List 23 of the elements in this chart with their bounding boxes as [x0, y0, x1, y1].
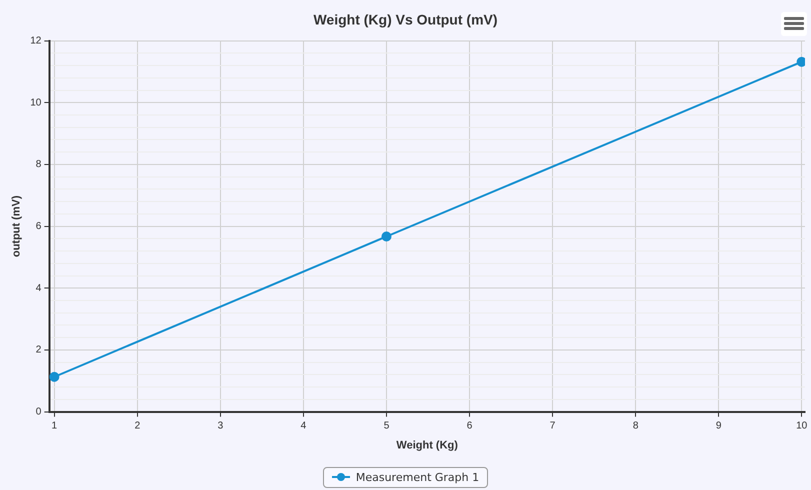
- x-tick-label: 8: [632, 420, 639, 432]
- x-tick-label: 7: [550, 420, 556, 432]
- x-tick-label: 1: [52, 420, 58, 432]
- y-tick-label: 8: [36, 159, 42, 170]
- y-axis-title: output (mV): [10, 195, 23, 258]
- y-tick-label: 0: [36, 406, 42, 418]
- x-tick-label: 2: [134, 420, 141, 432]
- x-tick-label: 3: [218, 420, 224, 432]
- x-tick-label: 10: [796, 420, 808, 432]
- x-axis-title: Weight (Kg): [396, 439, 458, 452]
- y-tick-label: 6: [36, 221, 42, 232]
- y-tick-label: 2: [36, 344, 42, 356]
- point: [381, 232, 392, 242]
- point: [49, 372, 60, 382]
- x-tick-label: 6: [466, 420, 473, 432]
- y-tick-label: 12: [30, 36, 42, 47]
- chart-title: Weight (Kg) Vs Output (mV): [313, 11, 498, 28]
- x-tick-label: 9: [716, 420, 722, 432]
- y-tick-label: 4: [36, 282, 42, 294]
- y-tick-label: 10: [30, 97, 42, 108]
- x-tick-label: 4: [300, 420, 307, 432]
- x-tick-label: 5: [384, 420, 390, 432]
- legend-label: Measurement Graph 1: [356, 470, 480, 484]
